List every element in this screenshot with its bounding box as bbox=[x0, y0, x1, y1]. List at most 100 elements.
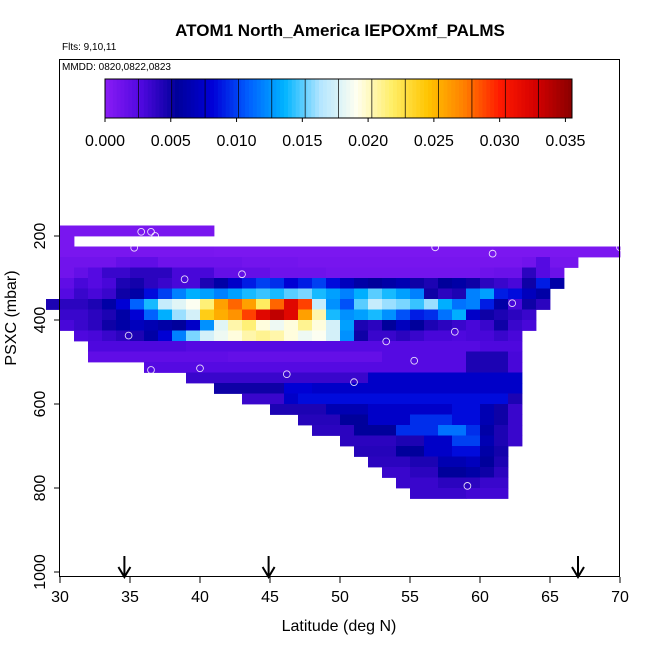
colorbar-segment bbox=[377, 79, 382, 118]
heatmap-cell bbox=[354, 320, 369, 331]
colorbar-segment bbox=[513, 79, 519, 118]
heatmap-cell bbox=[130, 288, 145, 300]
heatmap-cell bbox=[508, 351, 523, 363]
heatmap-cell bbox=[60, 257, 117, 268]
colorbar-segment bbox=[494, 79, 499, 118]
colorbar-segment bbox=[525, 79, 530, 118]
heatmap-cell bbox=[424, 320, 439, 331]
heatmap-cell bbox=[340, 299, 355, 310]
heatmap-cell bbox=[396, 299, 411, 310]
heatmap-cell bbox=[270, 299, 285, 310]
colorbar-segment bbox=[241, 79, 246, 118]
heatmap-cell bbox=[368, 320, 383, 331]
colorbar-segment bbox=[536, 79, 542, 118]
heatmap-cell bbox=[410, 467, 439, 478]
heatmap-cell bbox=[480, 299, 495, 310]
data-point-marker bbox=[215, 399, 224, 408]
heatmap-cell bbox=[60, 309, 75, 321]
arrow-head bbox=[117, 566, 132, 579]
heatmap-cell bbox=[270, 404, 327, 415]
heatmap-cell bbox=[480, 467, 495, 478]
heatmap-cell bbox=[130, 267, 173, 279]
heatmap-cell bbox=[186, 278, 201, 289]
colorbar-segment bbox=[276, 79, 281, 118]
heatmap-cell bbox=[242, 278, 257, 289]
heatmap-cell bbox=[116, 278, 131, 289]
heatmap-cell bbox=[522, 278, 537, 289]
colorbar-segment bbox=[428, 79, 433, 118]
colorbar-segment bbox=[295, 79, 301, 118]
heatmap-cell bbox=[116, 320, 131, 331]
colorbar-segment bbox=[280, 79, 285, 118]
heatmap-cell bbox=[508, 362, 523, 373]
heatmap-cell bbox=[228, 288, 243, 300]
heatmap-cell bbox=[382, 320, 397, 331]
heatmap-cell bbox=[74, 330, 89, 342]
heatmap-cell bbox=[186, 299, 201, 310]
colorbar-segment bbox=[451, 79, 456, 118]
heatmap-cell bbox=[130, 330, 145, 342]
colorbar-segment bbox=[389, 79, 394, 118]
data-point-marker bbox=[463, 482, 472, 490]
heatmap-cell bbox=[340, 278, 355, 289]
heatmap-cell bbox=[354, 330, 369, 342]
plot-frame bbox=[59, 59, 620, 577]
heatmap-cell bbox=[284, 309, 299, 321]
heatmap-cell bbox=[438, 299, 453, 310]
data-point-marker bbox=[137, 227, 146, 236]
heatmap-cell bbox=[144, 330, 159, 342]
heatmap-cell bbox=[326, 320, 341, 331]
heatmap-cell bbox=[172, 299, 187, 310]
heatmap-cell bbox=[270, 320, 285, 331]
heatmap-cell bbox=[368, 278, 383, 289]
colorbar-segment bbox=[163, 79, 168, 118]
heatmap-cell bbox=[312, 278, 327, 289]
colorbar-segment bbox=[334, 79, 339, 118]
data-point-marker bbox=[431, 243, 440, 252]
x-tick-label: 70 bbox=[611, 589, 629, 606]
heatmap-cell bbox=[284, 299, 299, 310]
colorbar-segment bbox=[357, 79, 363, 118]
heatmap-cell bbox=[46, 299, 61, 310]
heatmap-cell bbox=[326, 299, 341, 310]
heatmap-cell bbox=[466, 488, 509, 499]
heatmap-cell bbox=[298, 278, 313, 289]
heatmap-cell bbox=[242, 330, 257, 342]
colorbar-segment bbox=[206, 79, 211, 118]
heatmap-cell bbox=[494, 425, 509, 436]
colorbar-segment bbox=[330, 79, 336, 118]
heatmap-cell bbox=[242, 288, 257, 300]
heatmap-cell bbox=[102, 330, 117, 342]
colorbar-segment bbox=[210, 79, 215, 118]
heatmap-cell bbox=[326, 330, 341, 342]
data-point-marker bbox=[151, 232, 160, 240]
heatmap-cell bbox=[326, 288, 341, 300]
heatmap-cell bbox=[158, 320, 173, 331]
colorbar-segment bbox=[346, 79, 351, 118]
colorbar-segment bbox=[486, 79, 491, 118]
y-tick-label: 600 bbox=[32, 391, 49, 418]
heatmap-cell bbox=[228, 330, 243, 342]
heatmap-cell bbox=[494, 267, 523, 279]
y-axis: 200 400 600 800 1000 bbox=[32, 223, 60, 590]
heatmap-cell bbox=[130, 320, 145, 331]
heatmap-cell bbox=[256, 330, 271, 342]
colorbar-segment bbox=[548, 79, 554, 118]
colorbar-segment bbox=[217, 79, 223, 118]
data-point-marker bbox=[541, 386, 550, 394]
heatmap-cell bbox=[270, 288, 285, 300]
heatmap-cell bbox=[368, 414, 411, 426]
heatmap-cell bbox=[312, 309, 327, 321]
colorbar-tick-labels: 0.000 0.005 0.010 0.015 0.020 0.025 0.030 0.035 bbox=[85, 118, 586, 150]
heatmap-cell bbox=[410, 278, 425, 289]
y-tick-label: 400 bbox=[32, 307, 49, 334]
heatmap-cell bbox=[74, 267, 89, 279]
heatmap-cell bbox=[186, 309, 201, 321]
x-tick-label: 60 bbox=[471, 589, 489, 606]
colorbar-segment bbox=[342, 79, 347, 118]
colorbar-segment bbox=[124, 79, 129, 118]
data-point-marker bbox=[238, 270, 246, 279]
heatmap-cell bbox=[522, 267, 537, 279]
y-tick-label: 800 bbox=[32, 475, 49, 502]
heatmap-cell bbox=[424, 435, 453, 447]
